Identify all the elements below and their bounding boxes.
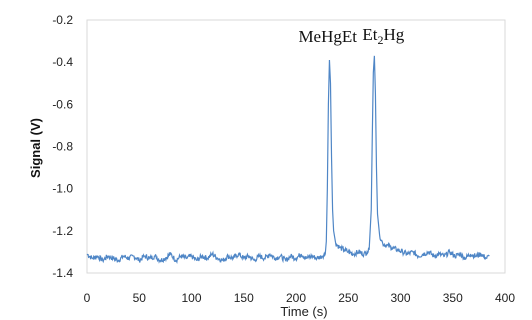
y-tick-label: -0.2 [52, 13, 73, 27]
x-tick-label: 150 [234, 291, 254, 305]
y-tick-label: -1.0 [52, 182, 73, 196]
x-tick-label: 250 [338, 291, 358, 305]
x-tick-label: 100 [181, 291, 201, 305]
plot-area [86, 19, 506, 274]
y-axis-label: Signal (V) [28, 118, 43, 178]
x-tick-label: 400 [495, 291, 515, 305]
y-tick-label: -1.2 [52, 224, 73, 238]
annotation-et2hg-tail: Hg [383, 25, 404, 44]
x-axis-ticks: 0 50 100 150 200 250 300 350 400 [84, 291, 516, 305]
x-tick-label: 350 [443, 291, 463, 305]
x-tick-label: 300 [390, 291, 410, 305]
y-tick-label: -0.6 [52, 97, 73, 111]
y-tick-label: -0.4 [52, 55, 73, 69]
y-axis-ticks: -0.2 -0.4 -0.6 -0.8 -1.0 -1.2 -1.4 [52, 13, 73, 280]
x-axis-label: Time (s) [280, 304, 327, 319]
x-tick-label: 0 [84, 291, 91, 305]
x-tick-label: 50 [133, 291, 147, 305]
x-tick-label: 200 [286, 291, 306, 305]
y-tick-label: -0.8 [52, 140, 73, 154]
annotation-et2hg-sub: 2 [377, 33, 383, 47]
y-tick-label: -1.4 [52, 266, 73, 280]
annotation-et2hg: Et2Hg [362, 25, 404, 47]
annotation-mehget: MeHgEt [298, 27, 357, 46]
series-line [86, 55, 490, 264]
annotation-et2hg-main: Et [362, 25, 377, 44]
